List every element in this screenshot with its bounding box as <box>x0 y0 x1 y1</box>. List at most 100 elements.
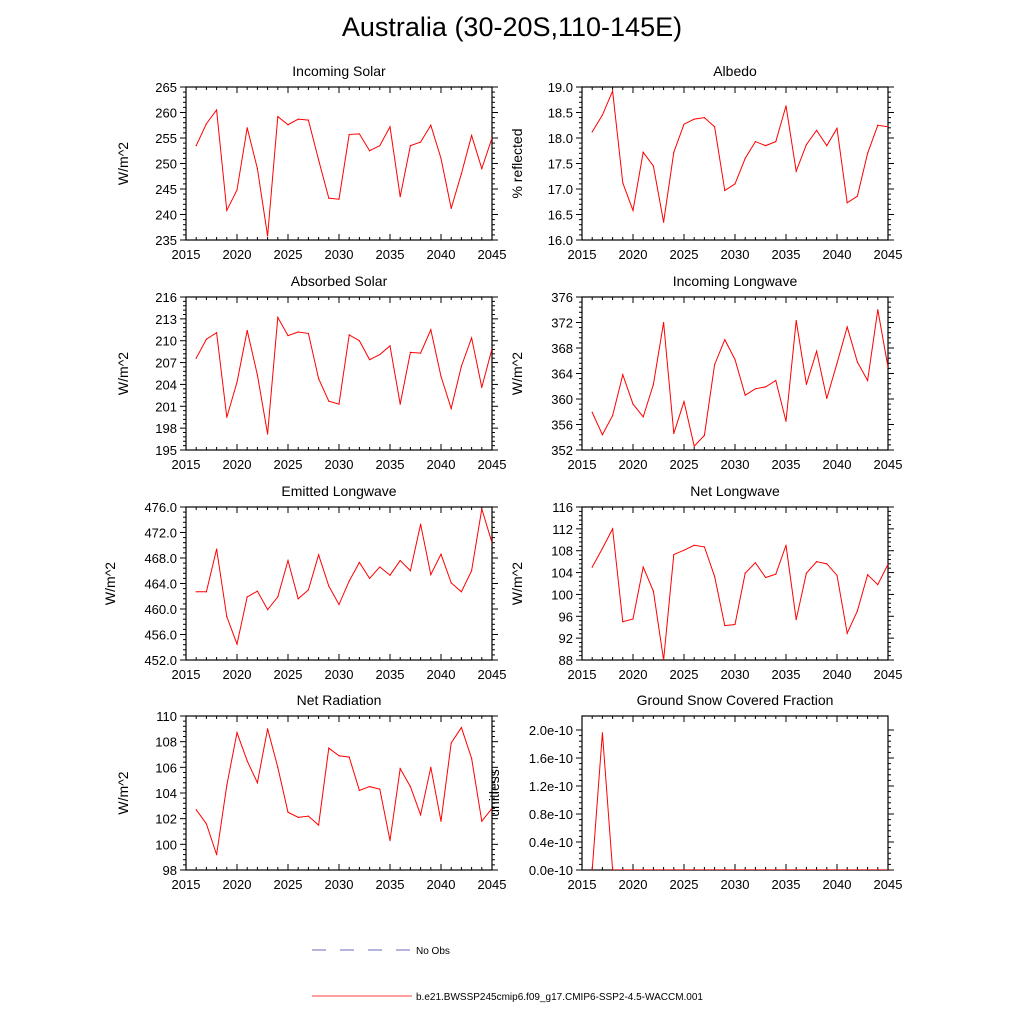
data-point <box>867 379 869 382</box>
y-tick-label: 108 <box>551 544 573 559</box>
data-point <box>328 197 330 199</box>
panel-title: Ground Snow Covered Fraction <box>637 692 834 708</box>
data-point <box>601 114 604 116</box>
data-point <box>591 869 593 870</box>
x-tick-label: 2030 <box>325 457 354 472</box>
y-tick-label: 19.0 <box>548 80 573 95</box>
panels-group: Incoming Solar W/m^2 2015 2020 2025 2030 2035 2… <box>102 63 902 892</box>
data-point <box>348 334 350 336</box>
legend: No Obs b.e21.BWSSP245cmip6.f09_g17.CMIP6… <box>312 946 703 1003</box>
y-tick-label: 195 <box>155 443 177 458</box>
data-point <box>195 591 197 593</box>
x-tick-label: 2025 <box>274 667 303 682</box>
data-point <box>744 572 746 574</box>
data-point <box>399 768 401 770</box>
data-point <box>805 869 807 870</box>
data-point <box>612 414 614 417</box>
data-point <box>703 546 706 548</box>
x-tick-label: 2045 <box>874 877 903 892</box>
data-point <box>420 814 422 816</box>
y-tick-label: 368 <box>551 341 573 356</box>
data-point <box>836 127 838 129</box>
data-point <box>226 416 228 418</box>
x-tick-label: 2020 <box>619 877 648 892</box>
data-point <box>471 570 473 572</box>
y-tick-label: 17.5 <box>548 157 573 172</box>
x-tick-label: 2045 <box>478 247 507 262</box>
data-point <box>338 755 340 757</box>
panel-title: Net Radiation <box>297 692 382 708</box>
y-tick-label: 464.0 <box>144 577 177 592</box>
data-point <box>816 350 818 352</box>
data-point <box>430 124 432 126</box>
data-point <box>683 123 685 125</box>
series-line <box>195 108 492 236</box>
x-tick-label: 2045 <box>874 667 903 682</box>
data-point <box>267 433 269 435</box>
data-point <box>318 824 320 826</box>
data-point <box>420 523 422 525</box>
data-point <box>379 145 381 147</box>
x-tick-label: 2035 <box>772 667 801 682</box>
data-point <box>338 403 340 405</box>
y-tick-label: 235 <box>155 233 177 248</box>
x-tick-label: 2035 <box>376 457 405 472</box>
data-point <box>703 869 705 870</box>
x-tick-label: 2035 <box>376 877 405 892</box>
data-point <box>430 573 432 576</box>
data-point <box>287 559 289 562</box>
data-point <box>805 383 808 385</box>
data-point <box>471 337 473 339</box>
plot-frame <box>185 86 493 241</box>
data-point <box>256 590 258 592</box>
data-point <box>277 766 279 768</box>
y-tick-label: 100 <box>551 587 573 602</box>
data-point <box>297 816 299 818</box>
data-point <box>724 624 726 627</box>
data-point <box>622 182 624 184</box>
data-point <box>369 785 371 788</box>
chart-panel-6: Net Longwave W/m^2 2015 2020 2025 2030 2035 204… <box>509 483 902 682</box>
data-point <box>460 591 462 593</box>
y-tick-label: 106 <box>155 760 177 775</box>
data-point <box>693 869 695 870</box>
x-tick-label: 2015 <box>172 247 201 262</box>
y-tick-label: 265 <box>155 80 177 95</box>
x-tick-label: 2045 <box>478 457 507 472</box>
y-tick-label: 0.0e-10 <box>529 863 573 878</box>
panel-title: Albedo <box>713 63 757 79</box>
data-point <box>816 869 818 870</box>
data-point <box>460 365 462 367</box>
data-point <box>195 809 197 811</box>
plot-frame <box>185 506 493 661</box>
y-tick-label: 240 <box>155 208 177 223</box>
data-point <box>754 140 757 143</box>
data-point <box>663 869 665 870</box>
y-tick-label: 456.0 <box>144 628 177 643</box>
data-point <box>683 400 685 403</box>
data-point <box>287 335 289 337</box>
y-axis-label: W/m^2 <box>509 562 525 605</box>
data-point <box>420 352 422 354</box>
data-point <box>846 326 848 328</box>
data-point <box>836 362 838 364</box>
y-tick-label: 372 <box>551 316 573 331</box>
data-point <box>409 145 411 147</box>
data-point <box>226 616 228 618</box>
y-tick-label: 116 <box>552 500 573 515</box>
data-point <box>267 609 269 611</box>
data-point <box>205 338 207 340</box>
x-tick-label: 2040 <box>427 457 456 472</box>
y-tick-label: 245 <box>155 182 177 197</box>
data-point <box>591 131 593 133</box>
data-point <box>744 869 746 870</box>
chart-panel-3: Absorbed Solar W/m^2 2015 2020 2025 2030 2035 2… <box>115 273 506 472</box>
data-point <box>256 374 258 376</box>
data-point <box>652 869 654 870</box>
panel-title: Emitted Longwave <box>281 483 396 499</box>
data-point <box>785 420 787 422</box>
data-point <box>652 165 655 167</box>
data-point <box>328 585 330 587</box>
data-point <box>246 127 248 129</box>
data-point <box>440 375 442 378</box>
